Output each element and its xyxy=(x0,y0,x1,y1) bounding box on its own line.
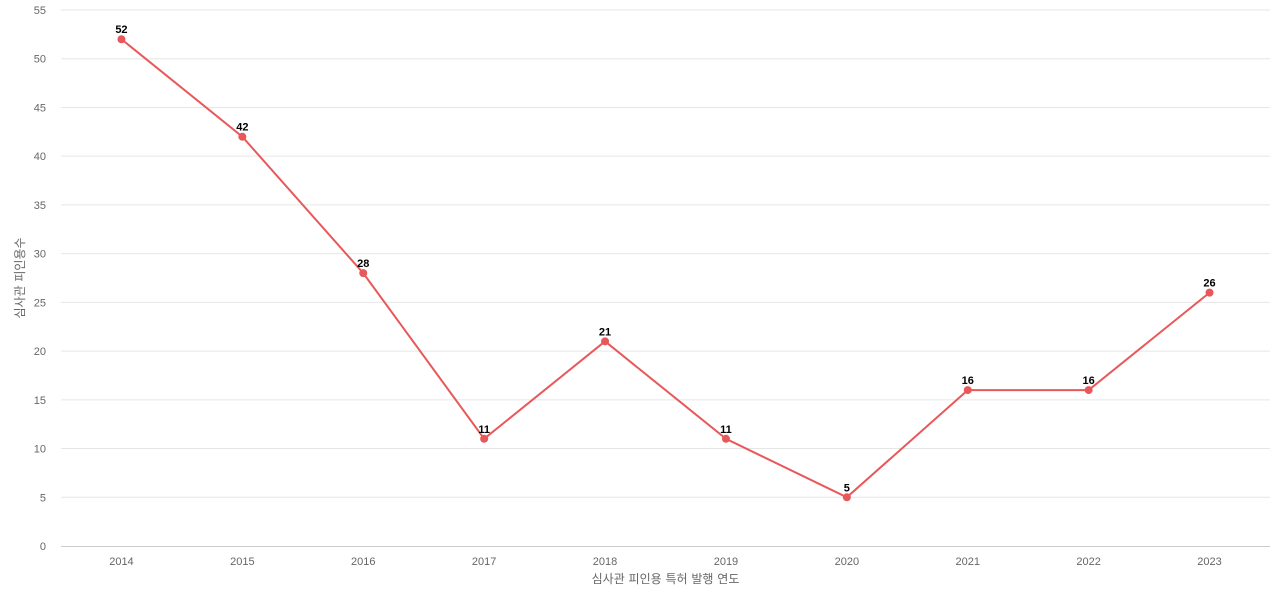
x-tick-label: 2019 xyxy=(714,556,738,568)
data-point xyxy=(601,337,610,346)
data-label: 5 xyxy=(844,482,850,494)
y-tick-label: 35 xyxy=(34,200,46,212)
x-tick-label: 2016 xyxy=(351,556,375,568)
y-tick-label: 45 xyxy=(34,102,46,114)
grid-lines xyxy=(61,9,1270,498)
x-tick-label: 2021 xyxy=(956,556,980,568)
data-point xyxy=(117,35,126,44)
data-point xyxy=(238,132,247,141)
data-label: 11 xyxy=(478,424,490,436)
y-tick-label: 40 xyxy=(34,151,46,163)
y-tick-label: 30 xyxy=(34,249,46,261)
y-tick-label: 25 xyxy=(34,297,46,309)
data-label: 11 xyxy=(720,424,732,436)
data-label: 16 xyxy=(1083,375,1095,387)
x-tick-label: 2017 xyxy=(472,556,496,568)
y-tick-label: 10 xyxy=(34,444,46,456)
data-point xyxy=(1205,288,1214,297)
y-tick-label: 20 xyxy=(34,346,46,358)
x-tick-label: 2023 xyxy=(1197,556,1221,568)
data-point xyxy=(963,386,972,395)
x-axis-ticks: 2014 2015 2016 2017 2018 2019 2020 2021 2022 2023 xyxy=(109,556,1222,568)
y-axis-title: 심사관 피인용수 xyxy=(13,237,27,318)
y-tick-label: 50 xyxy=(34,54,46,66)
y-axis-ticks: 0 5 10 15 20 25 30 35 40 45 50 55 xyxy=(34,5,46,553)
data-point xyxy=(359,269,368,278)
x-tick-label: 2022 xyxy=(1076,556,1100,568)
series-line xyxy=(120,38,1211,499)
x-tick-label: 2014 xyxy=(109,556,133,568)
x-tick-label: 2020 xyxy=(835,556,859,568)
data-point xyxy=(1084,386,1093,395)
y-tick-label: 15 xyxy=(34,395,46,407)
y-tick-label: 55 xyxy=(34,5,46,17)
y-tick-label: 0 xyxy=(40,541,46,553)
data-label: 21 xyxy=(599,326,611,338)
data-labels: 52 42 28 11 21 11 5 16 16 26 xyxy=(115,24,1215,494)
y-tick-label: 5 xyxy=(40,492,46,504)
data-points xyxy=(117,35,1214,502)
data-label: 28 xyxy=(357,258,369,270)
x-tick-label: 2018 xyxy=(593,556,617,568)
data-point xyxy=(721,434,730,443)
data-label: 52 xyxy=(115,24,127,36)
data-label: 42 xyxy=(236,122,248,134)
data-point xyxy=(480,434,489,443)
x-axis-title: 심사관 피인용 특허 발행 연도 xyxy=(592,571,740,586)
x-tick-label: 2015 xyxy=(230,556,254,568)
data-label: 26 xyxy=(1203,278,1215,290)
data-point xyxy=(842,493,851,502)
data-label: 16 xyxy=(962,375,974,387)
